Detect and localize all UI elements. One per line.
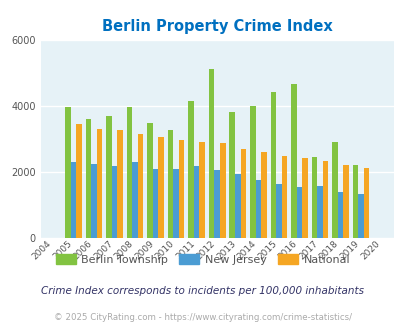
Bar (342, 165, 348, 238)
Bar (234, 174, 240, 238)
Bar (91, 164, 96, 238)
Bar (316, 186, 322, 238)
Bar (76, 124, 81, 238)
Bar (199, 142, 205, 238)
Title: Berlin Property Crime Index: Berlin Property Crime Index (102, 19, 332, 34)
Bar (352, 165, 357, 238)
Bar (290, 84, 296, 238)
Bar (179, 140, 184, 238)
Bar (220, 143, 225, 238)
Bar (322, 161, 327, 238)
Text: Crime Index corresponds to incidents per 100,000 inhabitants: Crime Index corresponds to incidents per… (41, 286, 364, 296)
Bar (158, 137, 164, 238)
Bar (111, 166, 117, 238)
Legend: Berlin Township, New Jersey, National: Berlin Township, New Jersey, National (51, 250, 354, 269)
Bar (240, 148, 245, 238)
Bar (65, 107, 70, 238)
Bar (126, 107, 132, 238)
Bar (249, 106, 255, 238)
Bar (117, 130, 123, 238)
Bar (106, 115, 111, 238)
Bar (194, 166, 199, 238)
Bar (363, 168, 369, 238)
Bar (331, 142, 337, 238)
Bar (214, 170, 220, 238)
Bar (260, 152, 266, 238)
Bar (132, 162, 138, 238)
Bar (296, 187, 301, 238)
Bar (357, 194, 363, 238)
Bar (270, 92, 275, 238)
Bar (96, 129, 102, 238)
Bar (152, 169, 158, 238)
Bar (337, 192, 342, 238)
Bar (167, 130, 173, 238)
Bar (229, 112, 234, 238)
Bar (138, 134, 143, 238)
Bar (311, 157, 316, 238)
Bar (85, 119, 91, 238)
Bar (301, 158, 307, 238)
Text: © 2025 CityRating.com - https://www.cityrating.com/crime-statistics/: © 2025 CityRating.com - https://www.city… (54, 313, 351, 322)
Bar (147, 123, 152, 238)
Bar (209, 69, 214, 238)
Bar (281, 156, 286, 238)
Bar (173, 169, 179, 238)
Bar (188, 101, 194, 238)
Bar (275, 184, 281, 238)
Bar (255, 180, 260, 238)
Bar (70, 162, 76, 238)
